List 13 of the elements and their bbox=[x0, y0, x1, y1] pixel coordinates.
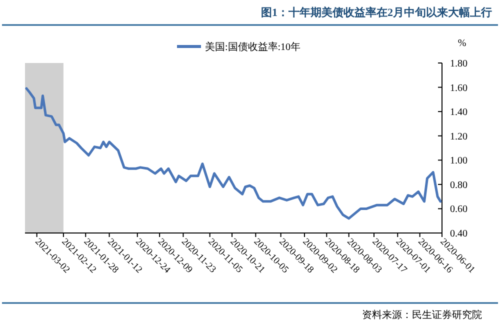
y-tick-label: 1.20 bbox=[450, 131, 468, 142]
text: 资料来源：民生证券研究院 bbox=[362, 309, 482, 321]
line-series bbox=[25, 87, 442, 220]
y-tick-label: 0.40 bbox=[450, 228, 468, 240]
chart-title: 图1：十年期美债收益率在2月中旬以来大幅上行 bbox=[261, 6, 492, 19]
y-tick-label: 1.40 bbox=[450, 107, 468, 118]
y-tick-label: 1.60 bbox=[450, 82, 468, 94]
y-tick-label: 0.60 bbox=[450, 204, 468, 216]
y-tick-label: 1.80 bbox=[450, 58, 468, 70]
y-axis-title: % bbox=[458, 38, 466, 49]
legend-label: 美国:国债收益率:10年 bbox=[205, 41, 301, 53]
y-tick-label: 0.80 bbox=[450, 180, 468, 191]
y-tick-label: 1.00 bbox=[450, 156, 468, 167]
